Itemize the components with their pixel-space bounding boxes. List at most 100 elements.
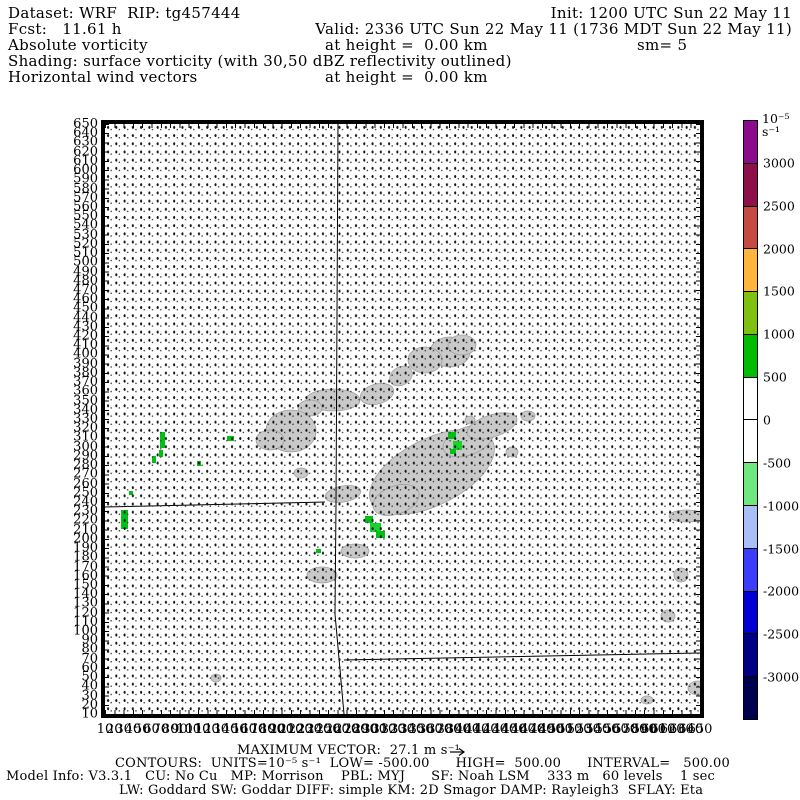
x-tick-label: 180 bbox=[250, 722, 276, 737]
colorbar-tick-label: -3000 bbox=[763, 669, 800, 685]
axis-ticks-top bbox=[105, 124, 700, 128]
x-tick-label: 100 bbox=[176, 722, 202, 737]
colorbar-segment bbox=[744, 162, 757, 206]
y-tick-label: 390 bbox=[73, 356, 98, 372]
x-tick-label: 110 bbox=[185, 722, 211, 737]
x-tick-label: 620 bbox=[659, 722, 685, 737]
y-tick-label: 80 bbox=[81, 641, 98, 657]
colorbar-tick-label: 1000 bbox=[763, 326, 795, 342]
colorbar-tick-label: 500 bbox=[763, 369, 787, 385]
y-tick-label: 530 bbox=[73, 227, 98, 243]
x-tick-label: 210 bbox=[278, 722, 304, 737]
y-tick-label: 420 bbox=[73, 328, 98, 344]
x-tick-label: 640 bbox=[678, 722, 704, 737]
x-tick-label: 30 bbox=[115, 722, 132, 737]
y-tick-label: 340 bbox=[73, 402, 98, 418]
y-tick-label: 90 bbox=[81, 632, 98, 648]
x-tick-label: 570 bbox=[613, 722, 639, 737]
x-tick-label: 300 bbox=[362, 722, 388, 737]
x-tick-label: 160 bbox=[232, 722, 257, 737]
x-tick-label: 40 bbox=[124, 722, 142, 737]
y-tick-label: 210 bbox=[73, 522, 98, 538]
y-tick-label: 560 bbox=[73, 199, 98, 215]
colorbar-segment bbox=[744, 505, 757, 548]
axis-ticks-left bbox=[105, 124, 109, 714]
colorbar-tick-label: -1500 bbox=[763, 541, 800, 557]
y-tick-label: 20 bbox=[81, 697, 98, 713]
y-tick-label: 150 bbox=[73, 577, 98, 593]
y-tick-label: 160 bbox=[73, 568, 98, 584]
y-tick-label: 320 bbox=[73, 420, 98, 436]
colorbar-segment bbox=[744, 462, 757, 506]
y-tick-label: 580 bbox=[73, 181, 98, 197]
x-tick-label: 500 bbox=[548, 722, 573, 737]
x-tick-label: 170 bbox=[241, 722, 267, 737]
y-tick-label: 350 bbox=[73, 393, 98, 409]
x-tick-label: 580 bbox=[622, 722, 648, 737]
x-tick-label: 240 bbox=[306, 722, 332, 737]
x-tick-label: 450 bbox=[501, 722, 527, 737]
colorbar-tick-label: -1000 bbox=[763, 498, 800, 514]
x-tick-label: 360 bbox=[417, 722, 443, 737]
x-tick-label: 440 bbox=[492, 722, 518, 737]
x-tick-label: 380 bbox=[436, 722, 462, 737]
y-tick-label: 10 bbox=[81, 706, 98, 722]
colorbar-segment bbox=[744, 205, 757, 249]
x-tick-label: 600 bbox=[641, 722, 666, 737]
y-tick-label: 250 bbox=[73, 485, 98, 501]
vectors-height-label: at height = 0.00 km bbox=[325, 68, 488, 86]
x-tick-label: 560 bbox=[603, 722, 629, 737]
y-tick-label: 550 bbox=[73, 208, 98, 224]
x-tick-label: 400 bbox=[455, 722, 480, 737]
x-tick-label: 190 bbox=[259, 722, 285, 737]
x-tick-label: 290 bbox=[352, 722, 378, 737]
y-tick-label: 380 bbox=[73, 365, 98, 381]
x-tick-label: 350 bbox=[408, 722, 434, 737]
dataset-label: Dataset: WRF RIP: tg457444 bbox=[8, 4, 241, 22]
x-tick-label: 610 bbox=[650, 722, 676, 737]
y-tick-label: 630 bbox=[73, 134, 98, 150]
colorbar-segment bbox=[744, 590, 757, 634]
x-tick-label: 310 bbox=[371, 722, 397, 737]
x-tick-label: 530 bbox=[576, 722, 601, 737]
x-tick-label: 480 bbox=[529, 722, 555, 737]
x-tick-label: 650 bbox=[687, 722, 713, 737]
x-tick-label: 330 bbox=[390, 722, 415, 737]
x-tick-label: 20 bbox=[106, 722, 123, 737]
y-tick-label: 620 bbox=[73, 144, 98, 160]
valid-time-label: Valid: 2336 UTC Sun 22 May 11 (1736 MDT … bbox=[315, 20, 792, 38]
colorbar-tick-label: -2000 bbox=[763, 583, 800, 599]
init-time-label: Init: 1200 UTC Sun 22 May 11 bbox=[550, 4, 792, 22]
y-tick-label: 430 bbox=[73, 319, 98, 335]
x-tick-label: 490 bbox=[538, 722, 564, 737]
y-tick-label: 180 bbox=[73, 549, 98, 565]
x-tick-label: 370 bbox=[427, 722, 453, 737]
colorbar-tick-label: 3000 bbox=[763, 155, 795, 171]
x-tick-label: 470 bbox=[520, 722, 546, 737]
y-tick-label: 310 bbox=[73, 429, 98, 445]
y-tick-label: 520 bbox=[73, 236, 98, 252]
colorbar-tick-label: -500 bbox=[763, 455, 792, 471]
colorbar-segment bbox=[744, 248, 757, 292]
colorbar-segment bbox=[744, 419, 757, 463]
colorbar bbox=[743, 120, 758, 720]
colorbar-tick-label: 2500 bbox=[763, 198, 795, 214]
y-tick-label: 640 bbox=[73, 125, 98, 141]
y-tick-label: 470 bbox=[73, 282, 98, 298]
contours-info-label: CONTOURS: UNITS=10⁻⁵ s⁻¹ LOW= -500.00 HI… bbox=[115, 756, 730, 771]
y-tick-label: 140 bbox=[73, 586, 98, 602]
y-tick-label: 110 bbox=[73, 614, 98, 630]
y-tick-label: 510 bbox=[73, 245, 98, 261]
x-tick-label: 410 bbox=[464, 722, 490, 737]
x-tick-label: 390 bbox=[445, 722, 471, 737]
x-tick-label: 140 bbox=[213, 722, 239, 737]
x-tick-label: 50 bbox=[133, 722, 151, 737]
colorbar-segment bbox=[744, 547, 757, 591]
colorbar-labels: 3000 2500 2000 1500 1000 500 0 -500 -1000 -1500 -2… bbox=[763, 120, 800, 720]
vectors-title: Horizontal wind vectors bbox=[8, 68, 198, 86]
colorbar-segment bbox=[744, 333, 757, 377]
x-tick-label: 10 bbox=[96, 722, 114, 737]
y-tick-label: 130 bbox=[73, 595, 98, 611]
x-tick-label: 230 bbox=[297, 722, 322, 737]
